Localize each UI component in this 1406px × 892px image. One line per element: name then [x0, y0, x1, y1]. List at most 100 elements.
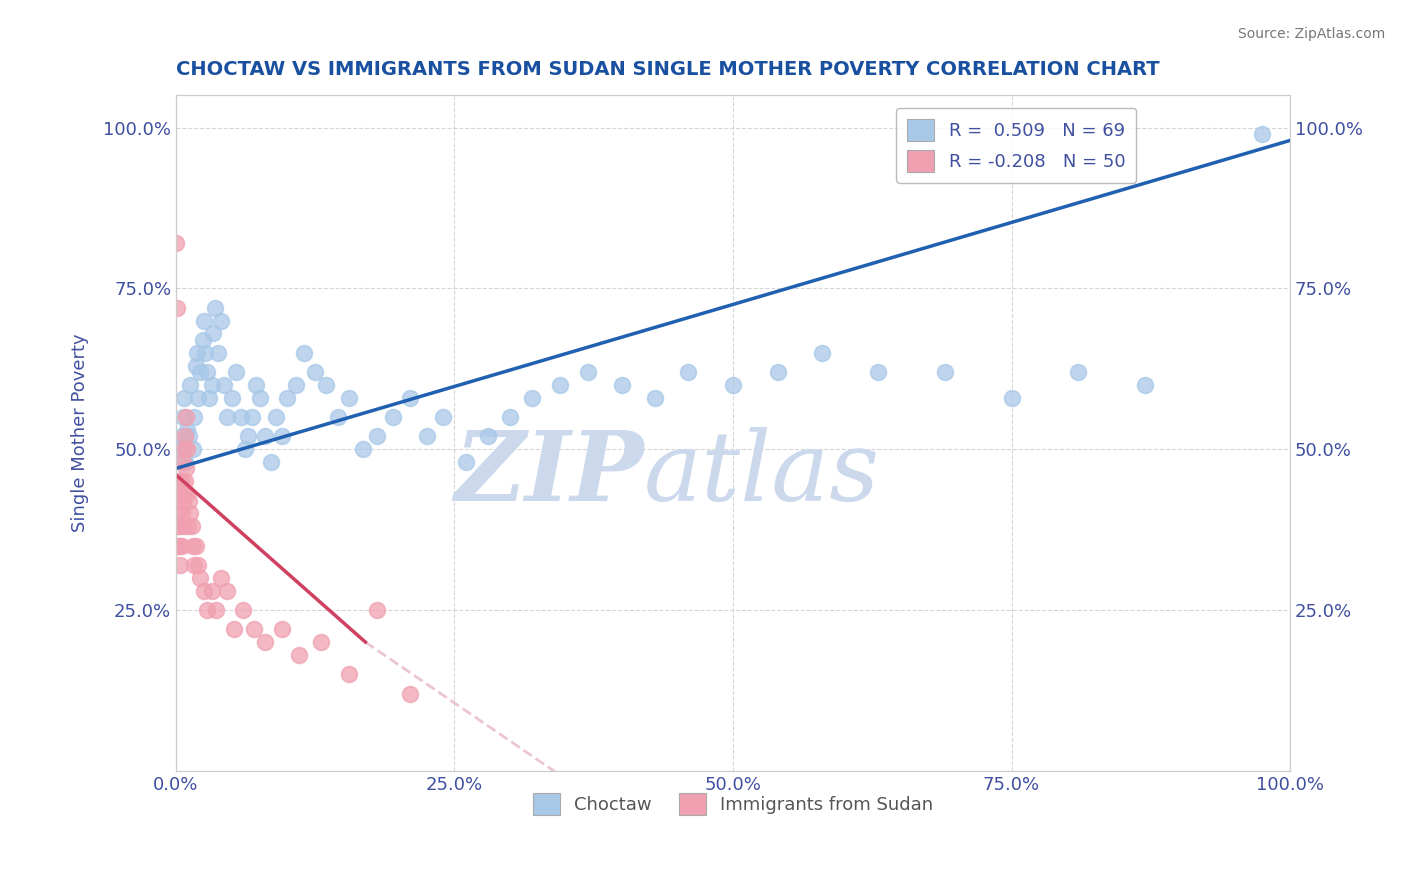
Point — [201, 377, 224, 392]
Point — [169, 475, 191, 489]
Point — [187, 391, 209, 405]
Point — [285, 377, 308, 392]
Point — [254, 635, 277, 649]
Point — [191, 333, 214, 347]
Point — [172, 493, 194, 508]
Point — [195, 365, 218, 379]
Point — [352, 442, 374, 457]
Point — [304, 365, 326, 379]
Point — [183, 558, 205, 572]
Point — [309, 635, 332, 649]
Point — [264, 409, 287, 424]
Point — [193, 583, 215, 598]
Point — [221, 391, 243, 405]
Point — [205, 603, 228, 617]
Text: Source: ZipAtlas.com: Source: ZipAtlas.com — [1237, 27, 1385, 41]
Point — [174, 455, 197, 469]
Point — [169, 558, 191, 572]
Point — [811, 345, 834, 359]
Point — [201, 583, 224, 598]
Point — [287, 648, 309, 662]
Point — [399, 686, 422, 700]
Point — [183, 409, 205, 424]
Point — [181, 539, 204, 553]
Point — [173, 519, 195, 533]
Point — [522, 391, 544, 405]
Point — [477, 429, 499, 443]
Point — [170, 539, 193, 553]
Point — [169, 539, 191, 553]
Point — [678, 365, 700, 379]
Point — [174, 429, 197, 443]
Point — [382, 409, 405, 424]
Point — [233, 442, 256, 457]
Point — [276, 391, 298, 405]
Point — [173, 442, 195, 457]
Point — [292, 345, 315, 359]
Point — [240, 409, 263, 424]
Point — [173, 487, 195, 501]
Point — [170, 429, 193, 443]
Point — [173, 391, 195, 405]
Point — [366, 429, 388, 443]
Point — [176, 487, 198, 501]
Point — [180, 519, 202, 533]
Point — [245, 377, 267, 392]
Point — [415, 429, 437, 443]
Point — [176, 442, 198, 457]
Point — [176, 423, 198, 437]
Point — [1000, 391, 1022, 405]
Point — [326, 409, 349, 424]
Y-axis label: Single Mother Poverty: Single Mother Poverty — [72, 334, 89, 533]
Point — [315, 377, 337, 392]
Point — [174, 461, 197, 475]
Point — [212, 377, 235, 392]
Point — [186, 345, 208, 359]
Point — [184, 539, 207, 553]
Point — [169, 487, 191, 501]
Point — [576, 365, 599, 379]
Point — [1251, 127, 1274, 141]
Point — [550, 377, 572, 392]
Point — [1135, 377, 1157, 392]
Point — [254, 429, 277, 443]
Point — [172, 409, 194, 424]
Point — [179, 493, 201, 508]
Point — [169, 507, 191, 521]
Point — [366, 603, 388, 617]
Point — [179, 507, 201, 521]
Point — [243, 622, 266, 636]
Point — [179, 429, 201, 443]
Point — [170, 507, 193, 521]
Point — [207, 345, 229, 359]
Point — [167, 493, 190, 508]
Point — [249, 391, 271, 405]
Point — [217, 409, 239, 424]
Point — [721, 377, 744, 392]
Point — [167, 539, 190, 553]
Point — [337, 667, 360, 681]
Point — [194, 345, 217, 359]
Point — [166, 301, 188, 315]
Point — [169, 442, 191, 457]
Point — [184, 359, 207, 373]
Point — [934, 365, 956, 379]
Point — [174, 409, 197, 424]
Point — [170, 475, 193, 489]
Point — [866, 365, 889, 379]
Point — [181, 442, 204, 457]
Point — [201, 326, 224, 341]
Point — [167, 519, 190, 533]
Point — [399, 391, 422, 405]
Point — [209, 571, 232, 585]
Point — [225, 365, 247, 379]
Point — [198, 391, 221, 405]
Point — [222, 622, 245, 636]
Point — [238, 429, 260, 443]
Point — [187, 558, 209, 572]
Text: CHOCTAW VS IMMIGRANTS FROM SUDAN SINGLE MOTHER POVERTY CORRELATION CHART: CHOCTAW VS IMMIGRANTS FROM SUDAN SINGLE … — [176, 60, 1160, 78]
Point — [454, 455, 477, 469]
Point — [165, 236, 187, 251]
Point — [1067, 365, 1090, 379]
Point — [193, 313, 215, 327]
